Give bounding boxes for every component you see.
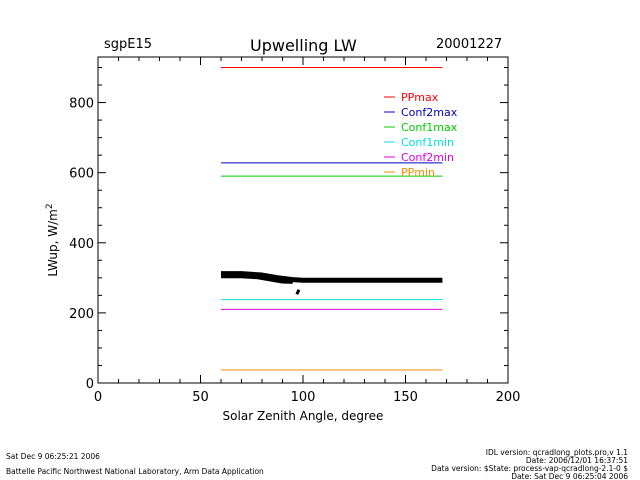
date-label: 20001227 [436, 37, 503, 52]
legend-label-conf1min: Conf1min [401, 136, 454, 149]
legend-label-conf2min: Conf2min [401, 151, 454, 164]
y-axis-title: LWup, W/m2 [45, 203, 60, 276]
observed-data-trace [221, 273, 293, 284]
legend-label-ppmin: PPmin [401, 166, 435, 179]
footer-idl-date: Date: 2006/12/01 16:37:51 [525, 456, 628, 465]
y-tick-label: 600 [69, 167, 94, 182]
footer-organization: Battelle Pacific Northwest National Labo… [6, 467, 264, 476]
x-axis-title: Solar Zenith Angle, degree [223, 409, 384, 423]
plot-title: Upwelling LW [250, 36, 357, 55]
legend-label-ppmax: PPmax [401, 91, 439, 104]
legend-label-conf2max: Conf2max [401, 106, 458, 119]
site-label: sgpE15 [104, 37, 153, 52]
footer-generated-date: Sat Dec 9 06:25:21 2006 [6, 452, 100, 461]
footer-data-date: Date: Sat Dec 9 06:25:04 2006 [511, 472, 628, 480]
y-tick-label: 0 [86, 377, 94, 392]
observed-data-trace [295, 289, 301, 295]
x-tick-label: 0 [94, 390, 102, 405]
x-tick-label: 100 [291, 390, 316, 405]
footer-idl-version: IDL version: qcradlong_plots.pro,v 1.1 [485, 448, 628, 457]
footer-data-version: Data version: $State: process-vap-qcradl… [431, 464, 628, 473]
y-tick-label: 400 [69, 237, 94, 252]
x-tick-label: 150 [393, 390, 418, 405]
y-tick-label: 800 [69, 97, 94, 112]
x-tick-label: 200 [496, 390, 521, 405]
y-tick-label: 200 [69, 307, 94, 322]
legend-label-conf1max: Conf1max [401, 121, 458, 134]
x-tick-label: 50 [192, 390, 209, 405]
